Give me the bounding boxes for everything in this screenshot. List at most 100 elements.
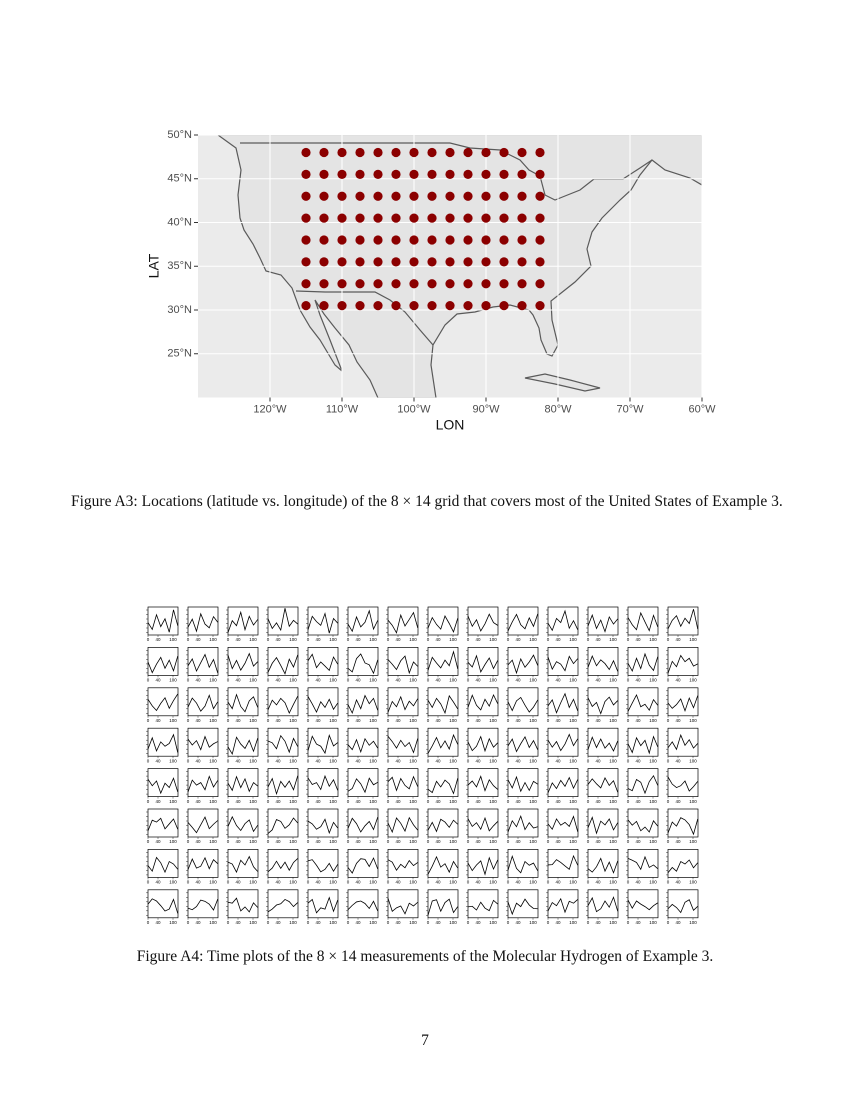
series-line <box>267 817 299 834</box>
series-line <box>507 898 538 916</box>
border <box>295 290 434 346</box>
x-tick-label: 100 <box>609 637 617 642</box>
x-tick-label: 40 <box>395 637 401 642</box>
series-line <box>587 857 619 874</box>
series-line <box>507 696 539 713</box>
grid-point <box>517 147 527 158</box>
x-tick-label: 100 <box>529 678 537 683</box>
grid-point <box>535 257 545 267</box>
x-tick-label: 100 <box>529 920 537 925</box>
x-tick-label: 100 <box>649 758 657 763</box>
grid-point <box>517 257 527 267</box>
x-tick-label: 100 <box>609 678 617 683</box>
grid-point <box>445 279 455 289</box>
x-tick-label: 100 <box>529 718 537 723</box>
x-tick-label: 0 <box>147 718 150 723</box>
x-tick-label: 0 <box>227 880 230 885</box>
x-tick-label: 40 <box>395 758 401 763</box>
x-tick-label: 40 <box>555 678 561 683</box>
x-tick-label: 0 <box>627 920 630 925</box>
panel-frame <box>307 808 339 838</box>
x-tick-label: 0 <box>387 637 390 642</box>
series-line <box>667 654 698 674</box>
x-tick-label: 40 <box>475 880 481 885</box>
series-line <box>667 899 699 914</box>
series-line <box>467 654 499 674</box>
grid-point <box>301 213 311 223</box>
series-line <box>587 736 619 752</box>
x-tick-label: 100 <box>489 758 497 763</box>
x-tick-label: 40 <box>635 758 641 763</box>
series-line <box>267 696 299 714</box>
grid-point <box>499 235 509 245</box>
panel-frame <box>307 727 339 757</box>
x-tick-label: 0 <box>427 839 430 844</box>
panel-frame <box>187 687 219 717</box>
panel-frame <box>307 687 339 717</box>
x-tick-label: 40 <box>675 920 681 925</box>
panel-frame <box>227 647 259 676</box>
grid-point <box>535 279 545 289</box>
x-tick-label: 100 <box>369 758 377 763</box>
x-tick-label: 0 <box>627 758 630 763</box>
x-tick-label: 100 <box>409 758 417 763</box>
x-tick-label: 40 <box>275 637 281 642</box>
series-line <box>347 737 379 754</box>
panel-frame <box>147 606 179 636</box>
x-tick-label: 40 <box>275 920 281 925</box>
x-axis-label: LON <box>436 417 465 433</box>
grid-point <box>301 147 311 158</box>
x-tick-label: 0 <box>227 799 230 804</box>
x-tick-label: 0 <box>547 718 550 723</box>
panel-frame <box>547 808 579 838</box>
x-tick-label: 0 <box>267 799 270 804</box>
panel-frame <box>267 727 299 757</box>
series-line <box>187 816 219 834</box>
x-tick-label: 0 <box>187 637 190 642</box>
x-tick-label: 40 <box>195 880 201 885</box>
x-tick-label: 100 <box>369 678 377 683</box>
x-tick-label: 40 <box>435 839 441 844</box>
x-tick-label: 0 <box>227 718 230 723</box>
x-tick-label: 0 <box>147 678 150 683</box>
x-tick-label: 0 <box>227 758 230 763</box>
x-tick-label: 40 <box>675 839 681 844</box>
x-tick-label: 40 <box>395 839 401 844</box>
x-tick-label: 0 <box>387 799 390 804</box>
y-tick-label: 35°N <box>167 260 192 272</box>
panel-frame <box>187 647 219 676</box>
x-tick-label: 40 <box>595 920 601 925</box>
grid-point <box>337 213 347 223</box>
x-tick-label: 0 <box>667 920 670 925</box>
series-line <box>507 854 539 874</box>
x-tick-label: 40 <box>435 880 441 885</box>
x-tick-label: 100 <box>369 839 377 844</box>
x-tick-label: 100 <box>689 920 697 925</box>
grid-point <box>535 147 545 158</box>
series-line <box>547 815 579 832</box>
x-tick-label: 0 <box>307 920 310 925</box>
panel-frame <box>147 849 179 878</box>
x-tick-label: 100 <box>449 678 457 683</box>
x-tick-label: 100 <box>169 880 177 885</box>
grid-point <box>517 279 527 289</box>
x-tick-label: 40 <box>355 799 361 804</box>
panel-frame <box>307 768 339 797</box>
x-tick-label: 60°W <box>688 403 716 415</box>
series-line <box>227 652 259 671</box>
x-tick-label: 0 <box>147 758 150 763</box>
panel-frame <box>547 606 579 636</box>
small-multiples: 0 40 100 0 40 100 0 40 100 0 40 100 0 40 100 0 40 100 0 40 1… <box>146 606 699 925</box>
x-tick-label: 0 <box>187 678 190 683</box>
x-tick-label: 100 <box>489 799 497 804</box>
grid-point <box>445 213 455 223</box>
x-tick-label: 0 <box>187 718 190 723</box>
x-tick-label: 40 <box>195 637 201 642</box>
panel-frame <box>627 768 659 797</box>
grid-point <box>355 235 365 245</box>
grid-point <box>535 213 545 223</box>
x-tick-label: 40 <box>435 799 441 804</box>
grid-point <box>337 257 347 267</box>
x-tick-label: 40 <box>195 718 201 723</box>
